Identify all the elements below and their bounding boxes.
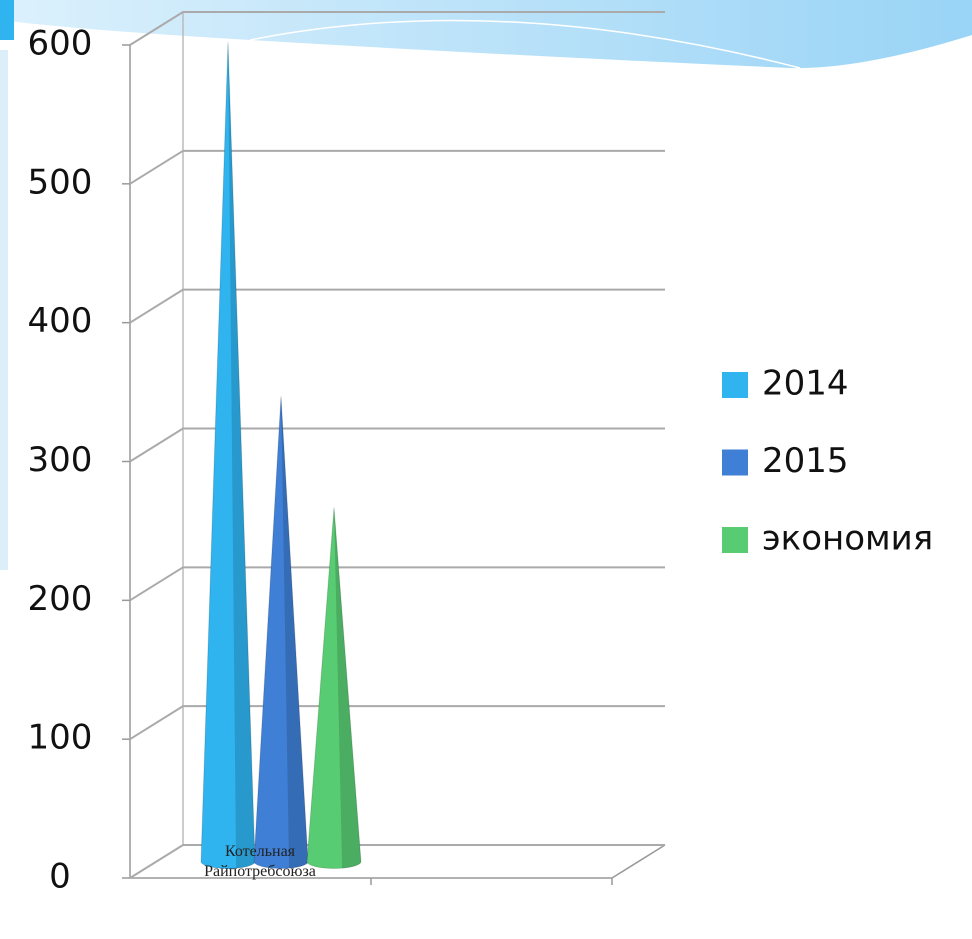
legend-label: 2014 — [762, 364, 849, 404]
cone-shade — [334, 507, 362, 869]
legend-label: экономия — [762, 519, 933, 559]
axis-line — [611, 844, 666, 879]
y-tick-label: 500 — [28, 162, 93, 202]
category-label: Котельная Райпотребсоюза — [204, 843, 316, 880]
grid-line — [129, 705, 665, 741]
legend-label: 2015 — [762, 441, 849, 481]
grid-line — [129, 844, 665, 879]
y-tick-label: 400 — [28, 301, 93, 341]
grid-line — [129, 427, 665, 463]
grid-line — [129, 149, 665, 185]
grid-line — [129, 11, 665, 46]
cone-shade — [228, 42, 256, 869]
y-tick-label: 600 — [28, 24, 93, 64]
decoration — [0, 0, 972, 570]
cone — [306, 507, 362, 869]
grid-line — [129, 288, 665, 324]
legend-swatch — [722, 527, 748, 553]
grid-line — [129, 566, 665, 602]
y-tick-label: 0 — [49, 857, 71, 897]
legend-swatch — [722, 372, 748, 398]
cone-shade — [281, 396, 309, 869]
legend-swatch — [722, 449, 748, 476]
y-tick-label: 300 — [28, 440, 93, 480]
y-tick-label: 100 — [28, 718, 93, 758]
y-tick-label: 200 — [28, 579, 93, 619]
